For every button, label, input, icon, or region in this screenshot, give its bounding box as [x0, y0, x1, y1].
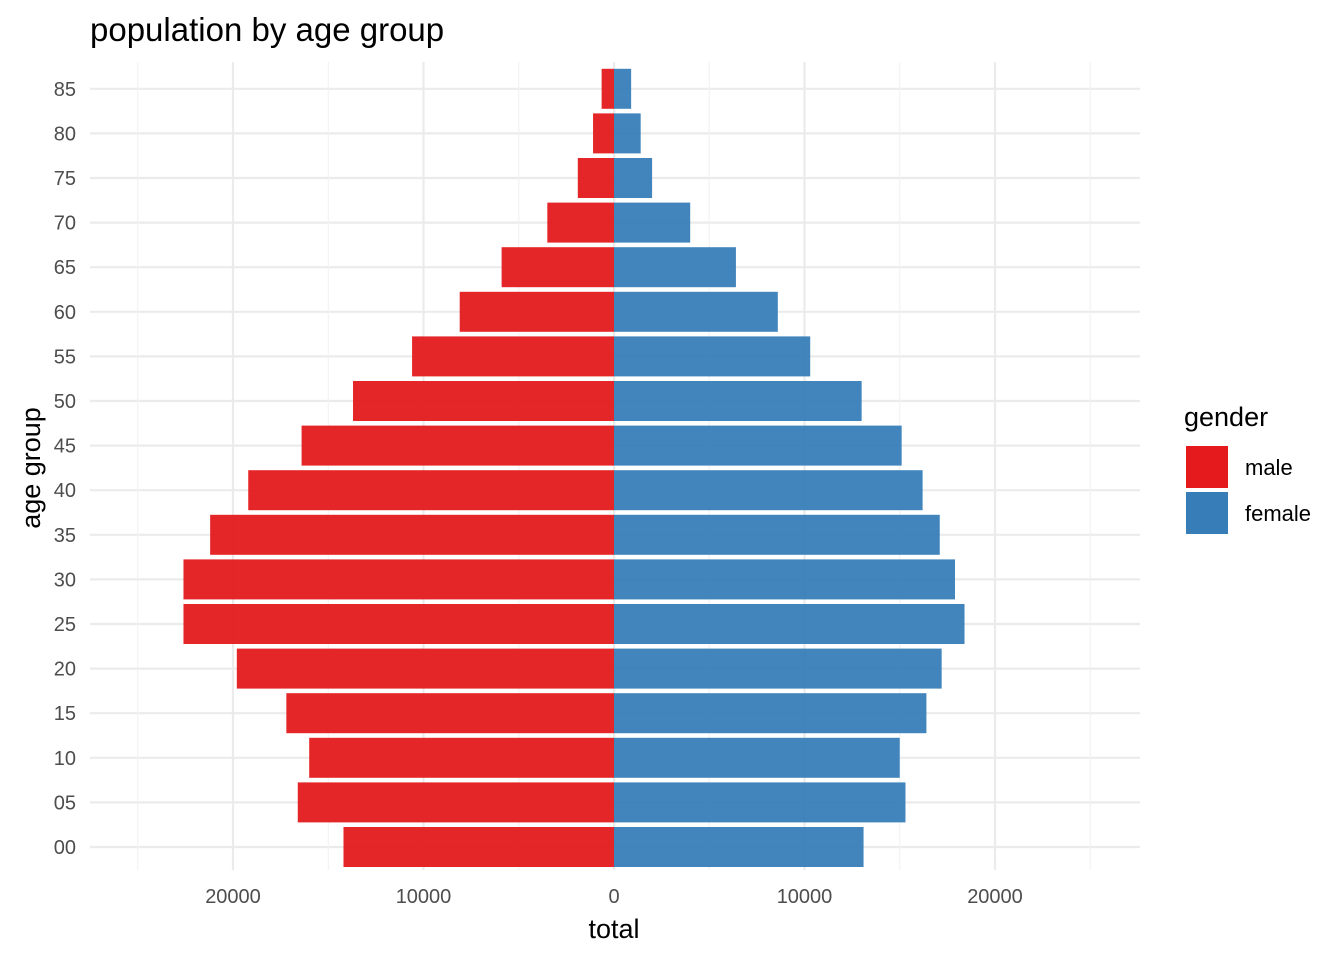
bar-female-00	[614, 827, 864, 867]
bar-female-40	[614, 470, 923, 511]
bar-female-70	[614, 202, 691, 243]
y-tick-label: 50	[54, 391, 76, 413]
bar-male-15	[286, 693, 614, 734]
y-tick-label: 70	[54, 213, 76, 235]
y-tick-label: 10	[54, 748, 76, 770]
bar-male-25	[183, 604, 614, 644]
bar-female-30	[614, 559, 955, 600]
x-tick-label: 20000	[967, 886, 1023, 908]
legend-swatch-male	[1186, 446, 1228, 488]
bar-female-20	[614, 648, 942, 689]
bar-male-50	[353, 381, 614, 421]
legend: gender male female	[1184, 402, 1311, 534]
y-axis-title: age group	[16, 407, 46, 529]
y-tick-label: 20	[54, 659, 76, 681]
legend-label-female: female	[1245, 501, 1311, 526]
bar-female-10	[614, 737, 900, 778]
y-tick-label: 85	[54, 79, 76, 101]
legend-label-male: male	[1245, 455, 1293, 480]
bar-male-80	[593, 113, 614, 154]
bar-male-70	[547, 202, 614, 243]
bar-female-80	[614, 113, 641, 154]
y-tick-labels: 00 05 10 15 20 25 30 35 40 45 50 55 60 65 70 75 80 85	[54, 79, 76, 859]
bar-male-20	[236, 648, 614, 689]
x-tick-labels: 20000 10000 0 10000 20000	[205, 886, 1023, 908]
bar-male-10	[309, 737, 614, 778]
y-tick-label: 40	[54, 480, 76, 502]
bar-male-05	[297, 782, 614, 823]
bar-female-35	[614, 514, 940, 555]
bar-female-15	[614, 693, 927, 734]
bar-female-25	[614, 604, 965, 644]
y-tick-label: 55	[54, 346, 76, 368]
bar-male-65	[501, 247, 614, 288]
bar-male-75	[577, 158, 614, 198]
bar-male-00	[343, 827, 614, 867]
bar-female-75	[614, 158, 653, 198]
x-tick-label: 10000	[396, 886, 452, 908]
bar-female-05	[614, 782, 906, 823]
bar-male-30	[183, 559, 614, 600]
bar-male-45	[301, 425, 614, 466]
legend-title: gender	[1184, 402, 1268, 432]
x-axis-title: total	[588, 914, 639, 944]
y-tick-label: 75	[54, 168, 76, 190]
x-tick-label: 0	[608, 886, 619, 908]
x-tick-label: 20000	[205, 886, 261, 908]
bar-female-85	[614, 68, 632, 109]
bar-female-60	[614, 291, 778, 332]
bar-female-50	[614, 381, 862, 421]
x-tick-label: 10000	[777, 886, 833, 908]
legend-swatch-female	[1186, 492, 1228, 534]
bars	[183, 68, 965, 867]
bar-male-60	[459, 291, 614, 332]
y-tick-label: 45	[54, 436, 76, 458]
bar-female-55	[614, 336, 811, 377]
y-tick-label: 65	[54, 257, 76, 279]
y-tick-label: 60	[54, 302, 76, 324]
bar-male-35	[210, 514, 614, 555]
chart-title: population by age group	[90, 11, 444, 48]
y-tick-label: 25	[54, 614, 76, 636]
y-tick-label: 35	[54, 525, 76, 547]
y-tick-label: 15	[54, 703, 76, 725]
bar-female-65	[614, 247, 736, 288]
y-tick-label: 80	[54, 123, 76, 145]
bar-male-40	[248, 470, 615, 511]
y-tick-label: 30	[54, 569, 76, 591]
y-tick-label: 00	[54, 837, 76, 859]
bar-female-45	[614, 425, 902, 466]
bar-male-85	[601, 68, 614, 109]
bar-male-55	[412, 336, 614, 377]
y-tick-label: 05	[54, 792, 76, 814]
